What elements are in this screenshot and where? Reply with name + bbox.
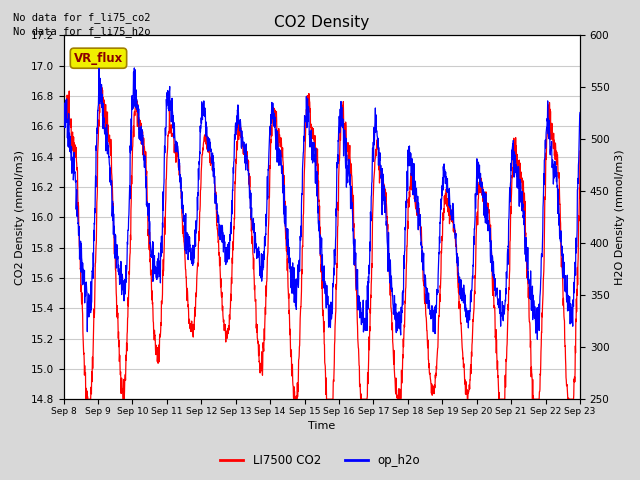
Y-axis label: CO2 Density (mmol/m3): CO2 Density (mmol/m3) bbox=[15, 150, 25, 285]
X-axis label: Time: Time bbox=[308, 421, 335, 432]
Title: CO2 Density: CO2 Density bbox=[274, 15, 369, 30]
Text: No data for f_li75_co2: No data for f_li75_co2 bbox=[13, 12, 150, 23]
Text: VR_flux: VR_flux bbox=[74, 52, 123, 65]
Text: No data for f_li75_h2o: No data for f_li75_h2o bbox=[13, 26, 150, 37]
Y-axis label: H2O Density (mmol/m3): H2O Density (mmol/m3) bbox=[615, 149, 625, 285]
Legend: LI7500 CO2, op_h2o: LI7500 CO2, op_h2o bbox=[215, 449, 425, 472]
